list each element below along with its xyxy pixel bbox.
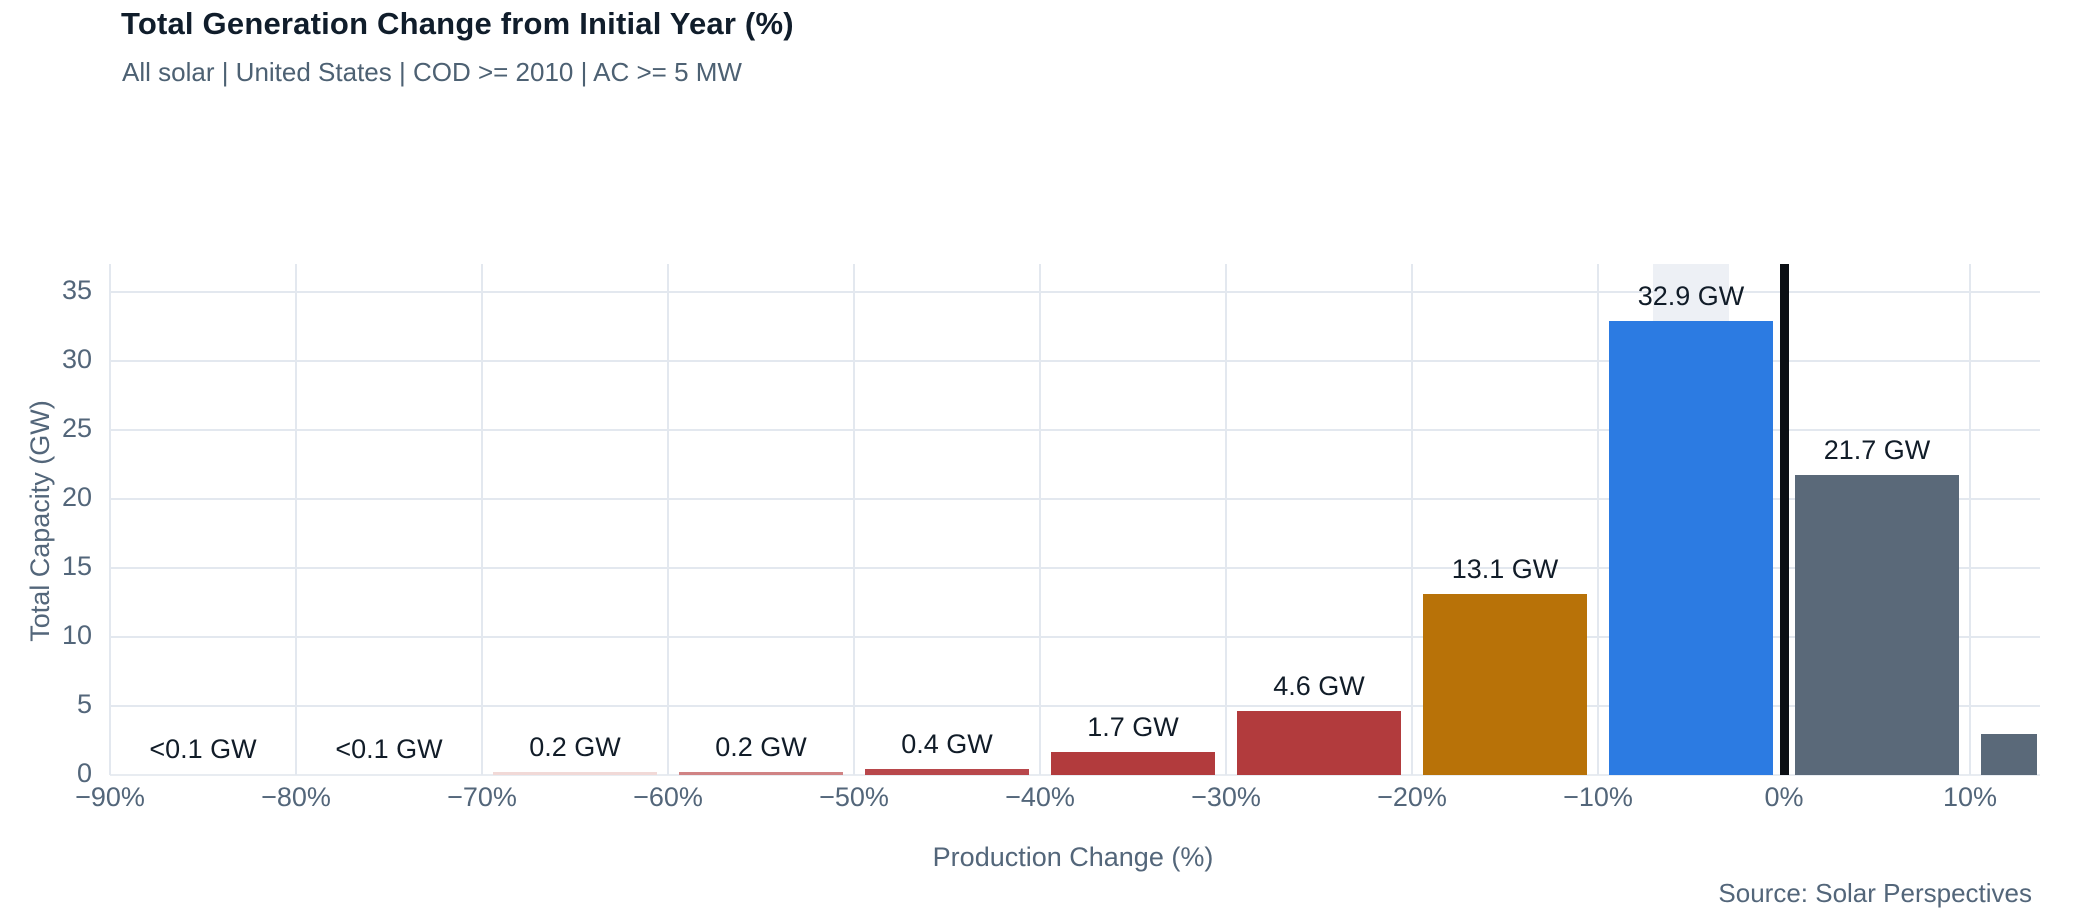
bar-0to10[interactable] bbox=[1795, 475, 1959, 775]
bar--70to-60[interactable] bbox=[493, 772, 657, 775]
vertical-gridline bbox=[1039, 264, 1041, 775]
vertical-gridline bbox=[853, 264, 855, 775]
chart-subtitle: All solar | United States | COD >= 2010 … bbox=[122, 57, 742, 87]
bar->10clippedataxisedge[interactable] bbox=[1981, 733, 2037, 775]
horizontal-gridline bbox=[110, 359, 2040, 362]
bar-value-label: 21.7 GW bbox=[1823, 435, 1931, 466]
x-tick-label: 0% bbox=[1764, 782, 1804, 812]
bar-value-label: <0.1 GW bbox=[335, 734, 443, 764]
zero-reference-line bbox=[1780, 264, 1789, 775]
source-caption: Source: Solar Perspectives bbox=[1718, 878, 2032, 908]
y-tick-label: 30 bbox=[61, 343, 92, 374]
x-tick-label: −80% bbox=[261, 782, 331, 812]
y-tick-label: 0 bbox=[76, 758, 92, 788]
horizontal-gridline bbox=[110, 290, 2040, 293]
bar-value-label: 0.4 GW bbox=[901, 729, 993, 760]
bar--40to-30[interactable] bbox=[1051, 751, 1215, 775]
vertical-gridline bbox=[481, 264, 483, 775]
x-tick-label: −20% bbox=[1377, 782, 1447, 812]
bar-value-label: 13.1 GW bbox=[1451, 554, 1559, 585]
x-tick-label: −60% bbox=[633, 782, 703, 812]
plot-area: 0 5 10 15 20 25 30 35 −90% −80% −70% −60% −50% −40% −3… bbox=[62, 264, 2040, 812]
y-tick-label: 20 bbox=[61, 481, 92, 512]
y-tick-label: 25 bbox=[61, 412, 92, 443]
horizontal-gridline bbox=[110, 428, 2040, 431]
x-tick-label: −90% bbox=[75, 782, 145, 812]
y-tick-label: 15 bbox=[61, 550, 92, 581]
bar--60to-50[interactable] bbox=[679, 772, 843, 775]
y-tick-label: 5 bbox=[76, 688, 92, 719]
label-highlight-band bbox=[1653, 264, 1729, 321]
y-tick-label: 10 bbox=[61, 619, 92, 650]
vertical-gridline bbox=[1969, 264, 1971, 775]
x-tick-label: 10% bbox=[1942, 782, 1998, 812]
horizontal-gridline bbox=[110, 635, 2040, 638]
horizontal-gridline bbox=[110, 497, 2040, 500]
horizontal-gridline bbox=[110, 704, 2040, 707]
bar--50to-40[interactable] bbox=[865, 769, 1029, 775]
bar-value-label: 0.2 GW bbox=[529, 732, 621, 763]
x-axis-title: Production Change (%) bbox=[932, 842, 1214, 872]
x-tick-label: −30% bbox=[1191, 782, 1261, 812]
bar--30to-20[interactable] bbox=[1237, 711, 1401, 775]
chart-title: Total Generation Change from Initial Yea… bbox=[121, 6, 794, 41]
bar-value-label: 32.9 GW bbox=[1637, 280, 1745, 311]
vertical-gridline bbox=[295, 264, 297, 775]
bar-value-label: <0.1 GW bbox=[149, 734, 257, 764]
x-tick-label: −40% bbox=[1005, 782, 1075, 812]
vertical-gridline bbox=[667, 264, 669, 775]
vertical-gridline bbox=[1225, 264, 1227, 775]
vertical-gridline bbox=[109, 264, 111, 775]
x-axis-baseline bbox=[110, 774, 2040, 776]
bar-value-label: 0.2 GW bbox=[715, 732, 807, 763]
vertical-gridline bbox=[1597, 264, 1599, 775]
bar--20to-10[interactable] bbox=[1423, 594, 1587, 775]
vertical-gridline bbox=[1411, 264, 1413, 775]
bar--10to0[interactable] bbox=[1609, 320, 1773, 775]
bar-value-label: 4.6 GW bbox=[1273, 671, 1365, 702]
x-tick-label: −10% bbox=[1563, 782, 1633, 812]
x-tick-label: −70% bbox=[447, 782, 517, 812]
y-tick-label: 35 bbox=[61, 274, 92, 305]
horizontal-gridline bbox=[110, 566, 2040, 569]
x-tick-label: −50% bbox=[819, 782, 889, 812]
bar-value-label: 1.7 GW bbox=[1087, 711, 1179, 742]
